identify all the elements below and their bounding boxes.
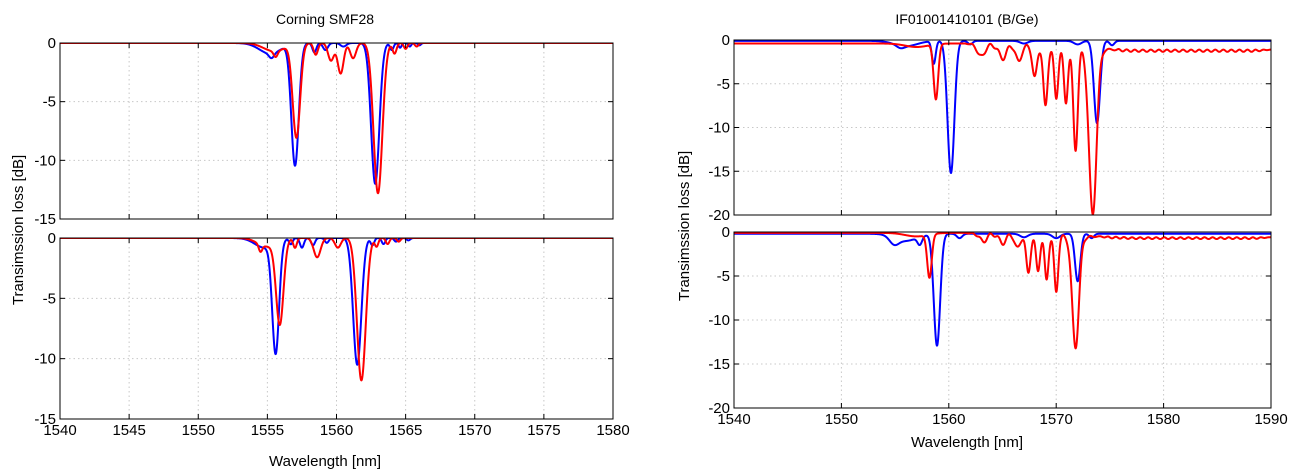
series-line-red — [734, 42, 1271, 215]
right-chart-title: IF01001410101 (B/Ge) — [895, 11, 1038, 27]
x-tick-label: 1540 — [43, 422, 76, 439]
y-tick-label: 0 — [722, 32, 730, 49]
x-tick-label: 1540 — [717, 411, 750, 428]
series-line-blue — [734, 40, 1271, 174]
y-tick-label: 0 — [48, 35, 56, 52]
series-line-red — [60, 238, 613, 382]
y-tick-label: -5 — [717, 76, 730, 93]
left-chart-title: Corning SMF28 — [276, 11, 374, 27]
y-tick-label: -5 — [43, 94, 56, 111]
y-tick-label: -15 — [708, 356, 730, 373]
y-tick-label: -10 — [708, 312, 730, 329]
right-x-axis-label: Wavelength [nm] — [911, 434, 1023, 451]
y-tick-label: 0 — [48, 230, 56, 247]
series-line-blue — [734, 232, 1271, 347]
series-line-red — [734, 232, 1271, 350]
left-x-axis-label: Wavelength [nm] — [269, 453, 381, 470]
y-tick-label: -15 — [34, 211, 56, 228]
x-tick-label: 1570 — [458, 422, 491, 439]
series-line-blue — [60, 43, 613, 185]
x-tick-label: 1550 — [825, 411, 858, 428]
x-tick-label: 1555 — [251, 422, 284, 439]
x-tick-label: 1545 — [112, 422, 145, 439]
plot-frame — [733, 39, 1272, 216]
y-tick-label: 0 — [722, 224, 730, 241]
y-tick-label: -10 — [708, 120, 730, 137]
x-tick-label: 1570 — [1040, 411, 1073, 428]
x-tick-label: 1550 — [182, 422, 215, 439]
y-tick-label: -15 — [34, 411, 56, 428]
left-y-axis-label: Transimssion loss [dB] — [10, 155, 27, 305]
x-tick-label: 1590 — [1254, 411, 1287, 428]
series-line-red — [60, 43, 613, 195]
y-tick-label: -20 — [708, 207, 730, 224]
x-tick-label: 1580 — [596, 422, 629, 439]
x-tick-label: 1565 — [389, 422, 422, 439]
x-tick-label: 1560 — [320, 422, 353, 439]
x-tick-label: 1580 — [1147, 411, 1180, 428]
y-tick-label: -15 — [708, 163, 730, 180]
plot-frame — [733, 231, 1272, 409]
y-tick-label: -10 — [34, 152, 56, 169]
y-tick-label: -5 — [717, 268, 730, 285]
x-tick-label: 1575 — [527, 422, 560, 439]
plot-if-top: 0 -5 -10 -15 -20 — [708, 32, 1272, 224]
x-tick-label: 1560 — [932, 411, 965, 428]
plot-corning-top: 0 -5 -10 -15 — [34, 35, 614, 228]
right-y-axis-label: Transimssion loss [dB] — [676, 151, 693, 301]
y-tick-label: -5 — [43, 290, 56, 307]
y-tick-label: -20 — [708, 400, 730, 417]
y-tick-label: -10 — [34, 351, 56, 368]
